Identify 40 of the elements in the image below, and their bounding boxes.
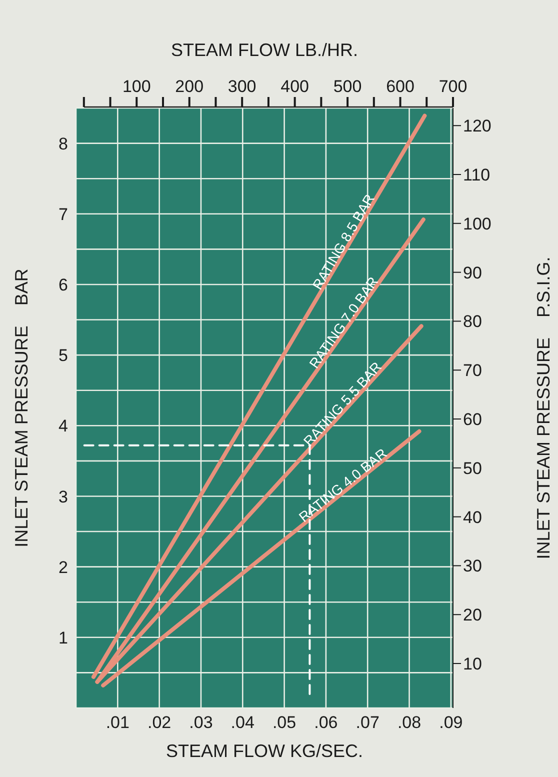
x2-axis-title: STEAM FLOW LB./HR. bbox=[170, 40, 358, 61]
y2-tick-label: 70 bbox=[463, 361, 482, 380]
y2-tick-label: 40 bbox=[463, 508, 482, 527]
y2-tick-label: 110 bbox=[463, 166, 490, 185]
x2-tick-label: 600 bbox=[386, 77, 414, 96]
x-tick-label: .03 bbox=[189, 713, 213, 732]
y2-tick-label: 20 bbox=[463, 606, 482, 625]
y2-tick-label: 80 bbox=[463, 312, 482, 332]
x2-tick-label: 400 bbox=[280, 77, 310, 96]
y-tick-label: 3 bbox=[58, 487, 68, 506]
x-tick-label: .08 bbox=[397, 713, 422, 732]
x-axis-title: STEAM FLOW KG/SEC. bbox=[166, 741, 364, 762]
y2-axis-title: INLET STEAM PRESSURE P.S.I.G. bbox=[534, 256, 554, 560]
y2-tick-label: 100 bbox=[463, 214, 492, 234]
y-tick-label: 7 bbox=[58, 204, 68, 224]
x-tick-label: .05 bbox=[272, 713, 296, 732]
y-axis-title: INLET STEAM PRESSURE BAR bbox=[12, 268, 32, 548]
y2-tick-label: 50 bbox=[463, 458, 482, 478]
x-tick-label: .01 bbox=[106, 713, 130, 732]
x2-tick-label: 100 bbox=[122, 77, 151, 96]
x2-tick-label: 300 bbox=[228, 77, 256, 96]
x2-tick-label: 500 bbox=[333, 77, 362, 96]
x2-tick-label: 200 bbox=[175, 77, 204, 96]
y-tick-label: 5 bbox=[58, 346, 68, 366]
y2-tick-label: 30 bbox=[463, 556, 482, 576]
x-tick-label: .07 bbox=[356, 713, 380, 732]
y-tick-label: 1 bbox=[58, 628, 68, 648]
y2-tick-label: 120 bbox=[463, 116, 492, 136]
y-tick-label: 6 bbox=[58, 276, 68, 295]
x-tick-label: .04 bbox=[230, 713, 254, 732]
y-tick-label: 8 bbox=[58, 134, 68, 154]
y-tick-label: 2 bbox=[58, 558, 68, 577]
x-tick-label: .02 bbox=[147, 713, 172, 732]
x-tick-label: .06 bbox=[314, 713, 338, 732]
y2-tick-label: 90 bbox=[463, 263, 482, 282]
y2-tick-label: 10 bbox=[463, 654, 482, 674]
x2-tick-label: 700 bbox=[438, 77, 468, 96]
y-tick-label: 4 bbox=[58, 416, 68, 436]
x-tick-label: .09 bbox=[439, 713, 463, 732]
y2-tick-label: 60 bbox=[463, 410, 482, 430]
